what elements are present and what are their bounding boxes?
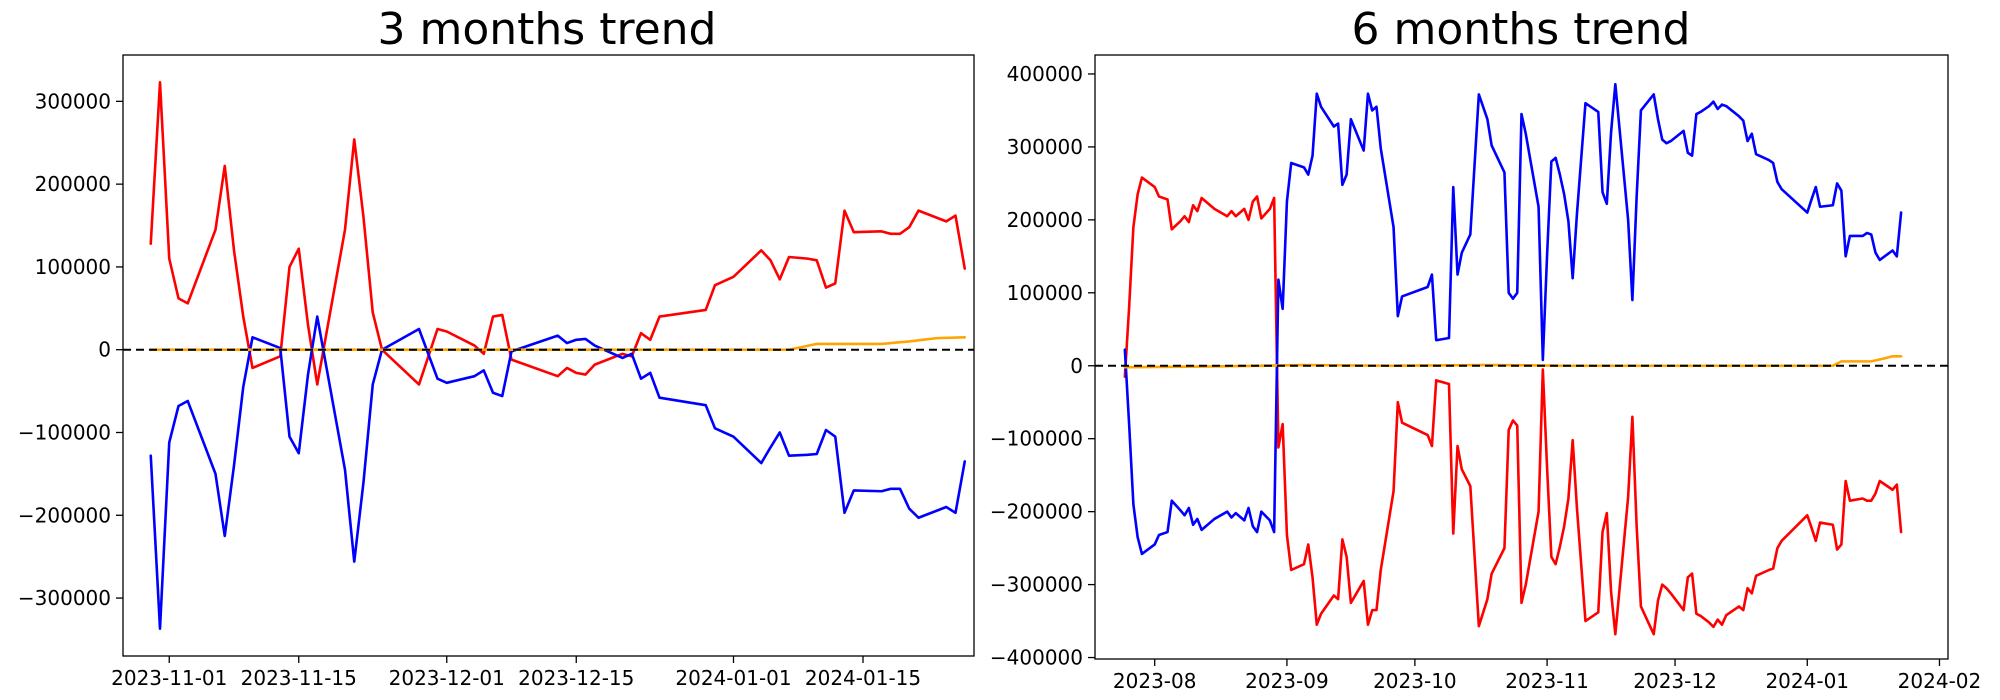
x-tick-label: 2023-08 — [1113, 669, 1197, 693]
y-tick-label: 100000 — [1007, 281, 1083, 305]
series-line — [149, 81, 967, 386]
y-tick-label: 200000 — [35, 172, 111, 196]
y-tick-label: −100000 — [990, 427, 1083, 451]
chart-title: 6 months trend — [1352, 4, 1691, 55]
y-tick-label: 400000 — [1007, 62, 1083, 86]
y-tick-label: 0 — [98, 338, 111, 362]
x-tick-label: 2023-09 — [1245, 669, 1329, 693]
y-tick-label: 100000 — [35, 255, 111, 279]
y-tick-label: −100000 — [18, 420, 111, 444]
y-tick-label: −300000 — [18, 586, 111, 610]
x-tick-label: 2024-02 — [1898, 669, 1982, 693]
y-tick-label: 0 — [1070, 354, 1083, 378]
series-line — [149, 315, 967, 630]
x-tick-label: 2024-01 — [1765, 669, 1849, 693]
y-tick-label: −200000 — [990, 500, 1083, 524]
plot-frame — [122, 54, 975, 657]
x-tick-label: 2023-12-15 — [518, 666, 634, 690]
chart-3-months-trend: 3 months trend −300000 −200000 −100000 0 100… — [18, 4, 975, 690]
x-tick-label: 2023-11-15 — [241, 666, 357, 690]
chart-6-months-trend: 6 months trend −400000 −300000 −200000 −100… — [990, 4, 1981, 693]
plot-area — [123, 81, 974, 630]
x-tick-label: 2023-12 — [1633, 669, 1717, 693]
chart-title: 3 months trend — [378, 4, 717, 55]
series-line — [1123, 176, 1903, 636]
series-line — [149, 335, 967, 352]
plot-frame — [1094, 54, 1949, 660]
x-tick-label: 2023-11 — [1505, 669, 1589, 693]
y-tick-label: 200000 — [1007, 208, 1083, 232]
x-tick-label: 2024-01-15 — [805, 666, 921, 690]
y-tick-label: −200000 — [18, 503, 111, 527]
plot-area — [1095, 82, 1948, 636]
y-tick-label: −300000 — [990, 573, 1083, 597]
x-tick-label: 2024-01-01 — [675, 666, 791, 690]
y-tick-label: 300000 — [1007, 135, 1083, 159]
x-tick-label: 2023-11-01 — [111, 666, 227, 690]
x-tick-label: 2023-10 — [1373, 669, 1457, 693]
y-tick-label: −400000 — [990, 646, 1083, 670]
y-tick-label: 300000 — [35, 89, 111, 113]
series-line — [1123, 82, 1903, 556]
x-tick-label: 2023-12-01 — [389, 666, 505, 690]
